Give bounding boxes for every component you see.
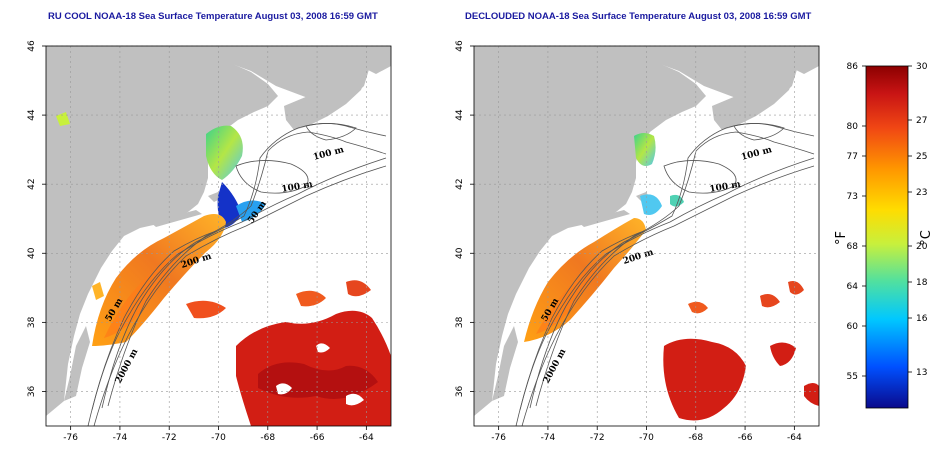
lat-tick-label: 42: [27, 178, 37, 189]
lon-tick-label: -76: [63, 433, 78, 443]
gridlines-left: [46, 45, 391, 426]
longitude-axis-right: -76 -74 -72 -70 -68 -66 -64: [491, 426, 802, 443]
lon-tick-label: -64: [359, 433, 374, 443]
fahrenheit-tick-label: 64: [847, 282, 859, 292]
lon-tick-label: -70: [211, 433, 226, 443]
colorbar: 86 80 77 73 68 64 60 55 30 27 25 23 20 18 16 13 °F °C: [834, 62, 934, 409]
lat-tick-label: 44: [27, 109, 37, 121]
fahrenheit-tick-label: 55: [847, 372, 858, 382]
lat-tick-label: 40: [27, 247, 37, 259]
fahrenheit-tick-label: 80: [847, 122, 859, 132]
panel-title-right: DECLOUDED NOAA-18 Sea Surface Temperatur…: [465, 11, 812, 22]
celsius-tick-label: 23: [916, 188, 927, 198]
lat-tick-label: 36: [455, 385, 465, 397]
lat-tick-label: 46: [27, 40, 37, 52]
lat-tick-label: 36: [27, 385, 37, 397]
celsius-tick-label: 27: [916, 116, 927, 126]
colorbar-gradient: [865, 65, 909, 409]
lon-tick-label: -66: [738, 433, 753, 443]
celsius-tick-label: 16: [916, 314, 928, 324]
lon-tick-label: -66: [310, 433, 325, 443]
lat-tick-label: 38: [455, 316, 465, 328]
celsius-tick-label: 30: [916, 62, 928, 72]
fahrenheit-tick-label: 86: [847, 62, 859, 72]
panel-title-left: RU COOL NOAA-18 Sea Surface Temperature …: [48, 11, 378, 22]
lon-tick-label: -68: [688, 433, 703, 443]
lon-tick-label: -76: [491, 433, 506, 443]
fahrenheit-tick-label: 73: [847, 192, 858, 202]
colorbar-fahrenheit-label: °F: [834, 231, 849, 245]
lon-tick-label: -64: [787, 433, 802, 443]
lon-tick-label: -68: [260, 433, 275, 443]
lon-tick-label: -72: [162, 433, 177, 443]
lat-tick-label: 46: [455, 40, 465, 52]
celsius-tick-label: 18: [916, 278, 928, 288]
celsius-tick-label: 25: [916, 152, 927, 162]
gridlines-right: [474, 45, 819, 426]
colorbar-celsius-label: °C: [919, 230, 934, 246]
lat-tick-label: 38: [27, 316, 37, 328]
colorbar-fahrenheit-ticks: 86 80 77 73 68 64 60 55: [847, 62, 866, 382]
latitude-axis-left: 46 44 42 40 38 36: [27, 40, 46, 397]
latitude-axis-right: 46 44 42 40 38 36: [455, 40, 474, 397]
lat-tick-label: 44: [455, 109, 465, 121]
celsius-tick-label: 20: [916, 242, 928, 252]
fahrenheit-tick-label: 77: [847, 152, 858, 162]
map-panel-left: 100 m 100 m 50 m 200 m 50 m 2000 m -76 -7…: [27, 40, 392, 443]
celsius-tick-label: 13: [916, 368, 927, 378]
lon-tick-label: -70: [639, 433, 654, 443]
map-panel-right: 100 m 100 m 200 m 50 m 2000 m -76 -74 -72-…: [455, 40, 820, 443]
lon-tick-label: -72: [590, 433, 605, 443]
lat-tick-label: 42: [455, 178, 465, 189]
fahrenheit-tick-label: 60: [847, 322, 859, 332]
lon-tick-label: -74: [113, 433, 128, 443]
lon-tick-label: -74: [541, 433, 556, 443]
fahrenheit-tick-label: 68: [847, 242, 859, 252]
lat-tick-label: 40: [455, 247, 465, 259]
colorbar-celsius-ticks: 30 27 25 23 20 18 16 13: [908, 62, 928, 378]
longitude-axis-left: -76 -74 -72 -70 -68 -66 -64: [63, 426, 374, 443]
